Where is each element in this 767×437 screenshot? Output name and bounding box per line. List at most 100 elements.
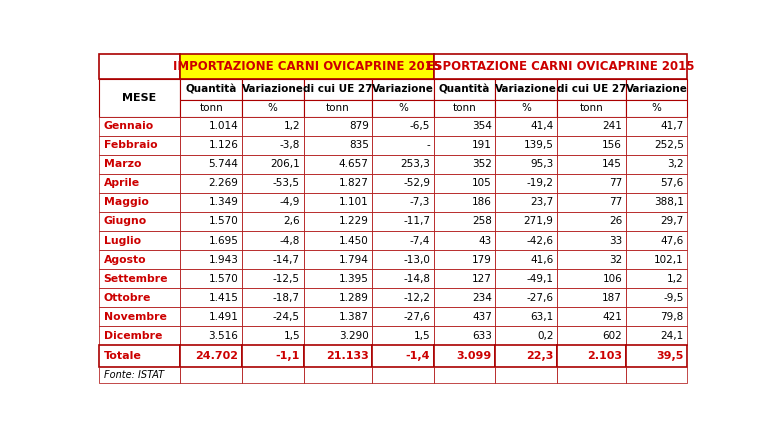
Bar xyxy=(557,212,626,231)
Text: 2.269: 2.269 xyxy=(209,178,239,188)
Bar xyxy=(372,250,434,269)
Text: -27,6: -27,6 xyxy=(403,312,430,322)
Text: -14,8: -14,8 xyxy=(403,274,430,284)
Text: 1.387: 1.387 xyxy=(339,312,369,322)
Text: 47,6: 47,6 xyxy=(660,236,683,246)
Bar xyxy=(495,117,557,136)
Text: -1,4: -1,4 xyxy=(406,351,430,361)
Text: -11,7: -11,7 xyxy=(403,216,430,226)
Text: 1,2: 1,2 xyxy=(283,121,300,131)
Bar xyxy=(434,79,495,100)
Text: -19,2: -19,2 xyxy=(526,178,554,188)
Text: 32: 32 xyxy=(609,255,622,264)
Bar xyxy=(434,288,495,307)
Text: 1.827: 1.827 xyxy=(339,178,369,188)
Bar xyxy=(434,367,495,383)
Bar xyxy=(99,326,180,345)
Bar xyxy=(626,326,687,345)
Text: 633: 633 xyxy=(472,331,492,341)
Bar xyxy=(242,174,304,193)
Text: 41,4: 41,4 xyxy=(530,121,554,131)
Bar xyxy=(372,155,434,174)
Text: 29,7: 29,7 xyxy=(660,216,683,226)
Text: 187: 187 xyxy=(602,293,622,303)
Bar xyxy=(557,326,626,345)
Bar xyxy=(434,212,495,231)
Text: Novembre: Novembre xyxy=(104,312,166,322)
Text: -4,8: -4,8 xyxy=(279,236,300,246)
Bar xyxy=(99,367,180,383)
Text: 352: 352 xyxy=(472,159,492,169)
Text: 0,2: 0,2 xyxy=(537,331,554,341)
Bar xyxy=(626,79,687,100)
Text: 4.657: 4.657 xyxy=(339,159,369,169)
Text: 77: 77 xyxy=(609,178,622,188)
Text: -9,5: -9,5 xyxy=(663,293,683,303)
Bar xyxy=(372,212,434,231)
Bar xyxy=(99,117,180,136)
Bar xyxy=(242,136,304,155)
Bar xyxy=(242,193,304,212)
Text: 252,5: 252,5 xyxy=(654,140,683,150)
Text: 234: 234 xyxy=(472,293,492,303)
Bar xyxy=(99,174,180,193)
Bar xyxy=(495,307,557,326)
Text: 388,1: 388,1 xyxy=(654,198,683,208)
Bar xyxy=(304,326,372,345)
Bar xyxy=(242,117,304,136)
Text: 1.349: 1.349 xyxy=(209,198,239,208)
Text: 1,5: 1,5 xyxy=(283,331,300,341)
Text: 835: 835 xyxy=(349,140,369,150)
Bar xyxy=(180,345,242,367)
Text: 437: 437 xyxy=(472,312,492,322)
Bar xyxy=(626,367,687,383)
Text: 105: 105 xyxy=(472,178,492,188)
Text: 253,3: 253,3 xyxy=(400,159,430,169)
Bar xyxy=(495,212,557,231)
Bar xyxy=(626,193,687,212)
Text: 23,7: 23,7 xyxy=(530,198,554,208)
Text: -24,5: -24,5 xyxy=(273,312,300,322)
Text: -4,9: -4,9 xyxy=(279,198,300,208)
Bar xyxy=(372,269,434,288)
Bar xyxy=(99,212,180,231)
Bar xyxy=(434,326,495,345)
Text: 179: 179 xyxy=(472,255,492,264)
Text: -42,6: -42,6 xyxy=(526,236,554,246)
Text: 206,1: 206,1 xyxy=(270,159,300,169)
Bar xyxy=(180,174,242,193)
Text: 354: 354 xyxy=(472,121,492,131)
Text: 1.395: 1.395 xyxy=(339,274,369,284)
Text: -18,7: -18,7 xyxy=(273,293,300,303)
Bar xyxy=(180,155,242,174)
Text: %: % xyxy=(652,103,661,113)
Bar xyxy=(99,79,180,117)
Bar xyxy=(304,288,372,307)
Bar xyxy=(304,367,372,383)
Bar xyxy=(434,345,495,367)
Bar xyxy=(180,212,242,231)
Text: Giugno: Giugno xyxy=(104,216,146,226)
Bar xyxy=(626,345,687,367)
Bar xyxy=(180,79,242,100)
Text: Variazione: Variazione xyxy=(626,84,687,94)
Bar xyxy=(626,117,687,136)
Bar xyxy=(180,288,242,307)
Bar xyxy=(626,288,687,307)
Bar xyxy=(372,100,434,117)
Bar xyxy=(180,307,242,326)
Bar xyxy=(434,54,687,79)
Text: 33: 33 xyxy=(609,236,622,246)
Text: -27,6: -27,6 xyxy=(526,293,554,303)
Bar xyxy=(557,307,626,326)
Bar xyxy=(99,307,180,326)
Bar xyxy=(434,269,495,288)
Bar xyxy=(180,136,242,155)
Text: 1.229: 1.229 xyxy=(339,216,369,226)
Bar xyxy=(372,231,434,250)
Bar xyxy=(99,155,180,174)
Text: 1.570: 1.570 xyxy=(209,216,239,226)
Bar xyxy=(557,231,626,250)
Text: ESPORTAZIONE CARNI OVICAPRINE 2015: ESPORTAZIONE CARNI OVICAPRINE 2015 xyxy=(426,60,695,73)
Text: 24.702: 24.702 xyxy=(196,351,239,361)
